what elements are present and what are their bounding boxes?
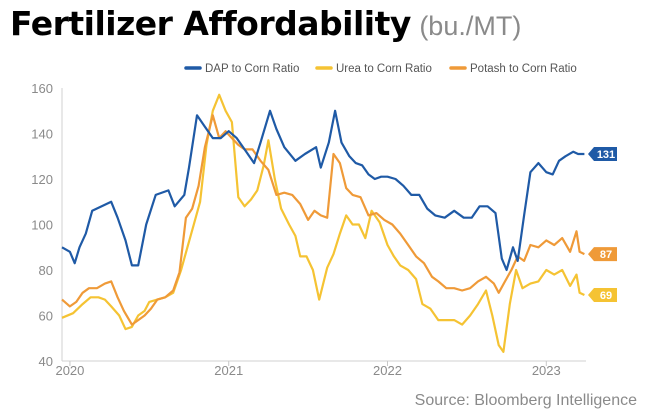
source-note: Source: Bloomberg Intelligence [414, 392, 637, 409]
y-tick-label: 40 [39, 354, 53, 369]
legend-label: DAP to Corn Ratio [205, 63, 299, 75]
chart-title-block: Fertilizer Affordability (bu./MT) [10, 4, 521, 43]
end-value-tag [588, 288, 617, 303]
end-value-label: 131 [597, 149, 615, 161]
end-value-tag [588, 247, 617, 262]
series-line-dap [61, 109, 585, 272]
series-line-potash [61, 114, 585, 326]
end-value-tag [588, 146, 617, 161]
x-tick-label: 2020 [55, 363, 84, 378]
chart-unit: (bu./MT) [419, 11, 522, 41]
y-tick-label: 80 [39, 263, 53, 278]
x-tick-label: 2023 [532, 363, 561, 378]
y-tick-label: 140 [31, 127, 53, 142]
end-value-label: 69 [600, 290, 612, 302]
legend-label: Urea to Corn Ratio [336, 63, 432, 75]
legend-label: Potash to Corn Ratio [470, 63, 577, 75]
x-tick-label: 2022 [373, 363, 402, 378]
y-tick-label: 60 [39, 309, 53, 324]
x-tick-label: 2021 [214, 363, 243, 378]
series-line-urea [61, 93, 585, 353]
end-value-label: 87 [600, 249, 612, 261]
chart-title: Fertilizer Affordability [10, 4, 411, 43]
y-tick-label: 100 [31, 218, 53, 233]
y-tick-label: 120 [31, 172, 53, 187]
y-tick-label: 160 [31, 81, 53, 96]
